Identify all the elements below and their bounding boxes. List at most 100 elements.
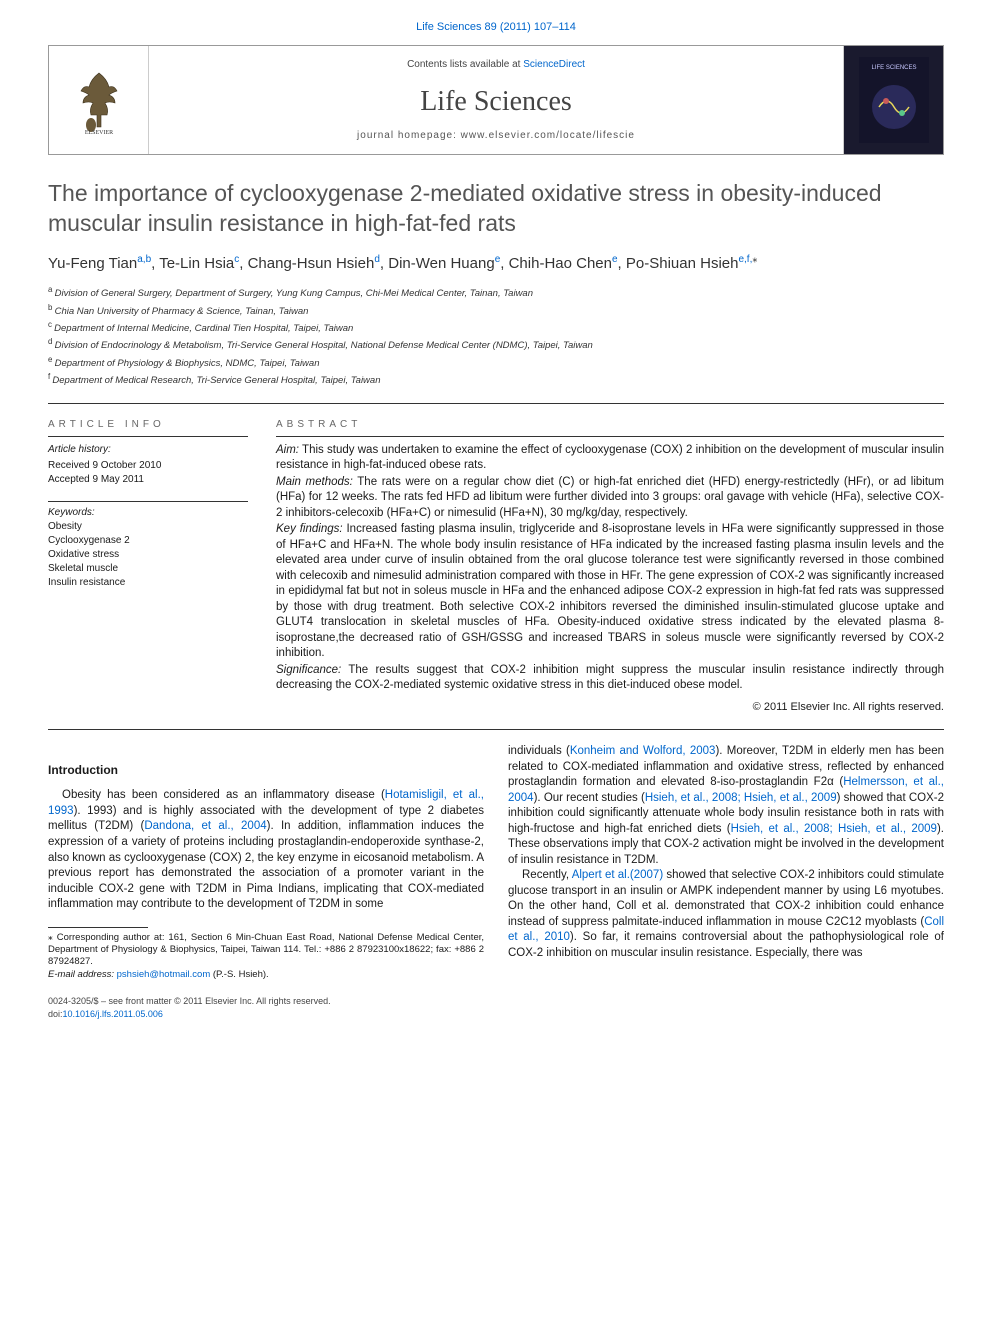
journal-homepage: journal homepage: www.elsevier.com/locat…: [357, 129, 635, 143]
footnote-separator: [48, 927, 148, 928]
article-title: The importance of cyclooxygenase 2-media…: [48, 179, 944, 239]
body-column-left: Introduction Obesity has been considered…: [48, 744, 484, 981]
methods-text: The rats were on a regular chow diet (C)…: [276, 476, 944, 519]
author-name: Yu-Feng Tian: [48, 255, 137, 272]
significance-label: Significance:: [276, 664, 341, 676]
doi-line: doi:10.1016/j.lfs.2011.05.006: [48, 1008, 944, 1021]
author-list: Yu-Feng Tiana,b, Te-Lin Hsiac, Chang-Hsu…: [48, 253, 944, 274]
info-abstract-row: article info Article history: Received 9…: [48, 418, 944, 716]
author-name: Te-Lin Hsia: [159, 255, 234, 272]
aim-text: This study was undertaken to examine the…: [276, 444, 944, 472]
text-run: Recently,: [522, 869, 572, 881]
footnotes: ⁎ Corresponding author at: 161, Section …: [48, 932, 484, 981]
author-name: Chang-Hsun Hsieh: [248, 255, 375, 272]
cover-label: LIFE SCIENCES: [871, 65, 916, 71]
aim-label: Aim:: [276, 444, 299, 456]
significance-text: The results suggest that COX-2 inhibitio…: [276, 664, 944, 692]
keyword-item: Skeletal muscle: [48, 562, 248, 576]
citation-link[interactable]: Hsieh, et al., 2008; Hsieh, et al., 2009: [731, 823, 937, 835]
citation-link[interactable]: Alpert et al.(2007): [572, 869, 663, 881]
affiliation-tag: c: [48, 320, 54, 329]
header-center: Contents lists available at ScienceDirec…: [149, 46, 843, 154]
corresponding-author-footnote: ⁎ Corresponding author at: 161, Section …: [48, 932, 484, 969]
text-run: ). So far, it remains controversial abou…: [508, 931, 944, 959]
keyword-item: Cyclooxygenase 2: [48, 534, 248, 548]
affiliations: a Division of General Surgery, Departmen…: [48, 284, 944, 388]
doi-link[interactable]: 10.1016/j.lfs.2011.05.006: [63, 1009, 163, 1019]
sciencedirect-link[interactable]: ScienceDirect: [523, 59, 585, 70]
abstract-heading: abstract: [276, 418, 944, 437]
abstract-column: abstract Aim: This study was undertaken …: [276, 418, 944, 716]
journal-cover-thumb: LIFE SCIENCES: [843, 46, 943, 154]
abstract-body: Aim: This study was undertaken to examin…: [276, 443, 944, 694]
journal-reference: Life Sciences 89 (2011) 107–114: [48, 20, 944, 35]
svg-text:ELSEVIER: ELSEVIER: [84, 130, 112, 135]
introduction-heading: Introduction: [48, 762, 484, 778]
elsevier-logo: ELSEVIER: [49, 46, 149, 154]
text-run: individuals (: [508, 745, 570, 757]
journal-title: Life Sciences: [420, 82, 572, 121]
author-name: Po-Shiuan Hsieh: [626, 255, 739, 272]
affiliation-tag: b: [48, 303, 55, 312]
author-affil-sup: d: [374, 254, 380, 265]
article-info-heading: article info: [48, 418, 248, 437]
author-affil-sup: e,f,: [738, 254, 752, 265]
findings-text: Increased fasting plasma insulin, trigly…: [276, 523, 944, 659]
body-column-right: individuals (Konheim and Wolford, 2003).…: [508, 744, 944, 981]
received-date: Received 9 October 2010: [48, 459, 248, 473]
separator: [48, 729, 944, 730]
keywords-label: Keywords:: [48, 501, 248, 520]
elsevier-tree-icon: ELSEVIER: [69, 65, 129, 135]
abstract-copyright: © 2011 Elsevier Inc. All rights reserved…: [276, 700, 944, 715]
homepage-url: www.elsevier.com/locate/lifescie: [461, 130, 635, 141]
author-affil-sup: e: [495, 254, 501, 265]
homepage-prefix: journal homepage:: [357, 130, 461, 141]
issn-line: 0024-3205/$ – see front matter © 2011 El…: [48, 995, 944, 1008]
contents-list-line: Contents lists available at ScienceDirec…: [407, 58, 585, 72]
author-affil-sup: c: [234, 254, 239, 265]
citation-link[interactable]: Dandona, et al., 2004: [144, 820, 266, 832]
journal-header-banner: ELSEVIER Contents lists available at Sci…: [48, 45, 944, 155]
text-run: Obesity has been considered as an inflam…: [62, 789, 385, 801]
methods-label: Main methods:: [276, 476, 353, 488]
affiliation-line: a Division of General Surgery, Departmen…: [48, 284, 944, 301]
author-affil-sup: e: [612, 254, 618, 265]
corresponding-asterisk: ⁎: [752, 254, 757, 265]
email-label: E-mail address:: [48, 969, 117, 980]
keyword-item: Insulin resistance: [48, 576, 248, 590]
affiliation-line: f Department of Medical Research, Tri-Se…: [48, 371, 944, 388]
email-footnote: E-mail address: pshsieh@hotmail.com (P.-…: [48, 969, 484, 981]
intro-paragraph-1: Obesity has been considered as an inflam…: [48, 788, 484, 912]
intro-paragraph-2: Recently, Alpert et al.(2007) showed tha…: [508, 868, 944, 961]
author-affil-sup: a,b: [137, 254, 151, 265]
affiliation-tag: f: [48, 372, 52, 381]
email-link[interactable]: pshsieh@hotmail.com: [117, 969, 211, 980]
text-run: ). In addition, inflammation induces the…: [48, 820, 484, 910]
contents-prefix: Contents lists available at: [407, 59, 523, 70]
citation-link[interactable]: Hsieh, et al., 2008; Hsieh, et al., 2009: [645, 792, 837, 804]
affiliation-tag: e: [48, 355, 55, 364]
separator: [48, 403, 944, 404]
keyword-item: Oxidative stress: [48, 548, 248, 562]
doi-label: doi:: [48, 1009, 63, 1019]
bottom-matter: 0024-3205/$ – see front matter © 2011 El…: [48, 995, 944, 1020]
affiliation-line: d Division of Endocrinology & Metabolism…: [48, 336, 944, 353]
body-two-column: Introduction Obesity has been considered…: [48, 744, 944, 981]
citation-link[interactable]: Konheim and Wolford, 2003: [570, 745, 716, 757]
affiliation-line: c Department of Internal Medicine, Cardi…: [48, 319, 944, 336]
accepted-date: Accepted 9 May 2011: [48, 473, 248, 487]
author-name: Din-Wen Huang: [388, 255, 494, 272]
keyword-item: Obesity: [48, 520, 248, 534]
article-info-column: article info Article history: Received 9…: [48, 418, 248, 716]
findings-label: Key findings:: [276, 523, 343, 535]
history-label: Article history:: [48, 443, 248, 457]
affiliation-line: b Chia Nan University of Pharmacy & Scie…: [48, 302, 944, 319]
affiliation-line: e Department of Physiology & Biophysics,…: [48, 354, 944, 371]
intro-paragraph-1-cont: individuals (Konheim and Wolford, 2003).…: [508, 744, 944, 868]
author-name: Chih-Hao Chen: [509, 255, 612, 272]
email-suffix: (P.-S. Hsieh).: [210, 969, 268, 980]
affiliation-tag: d: [48, 337, 55, 346]
affiliation-tag: a: [48, 285, 55, 294]
cover-icon: LIFE SCIENCES: [859, 57, 929, 143]
text-run: ). Our recent studies (: [534, 792, 645, 804]
